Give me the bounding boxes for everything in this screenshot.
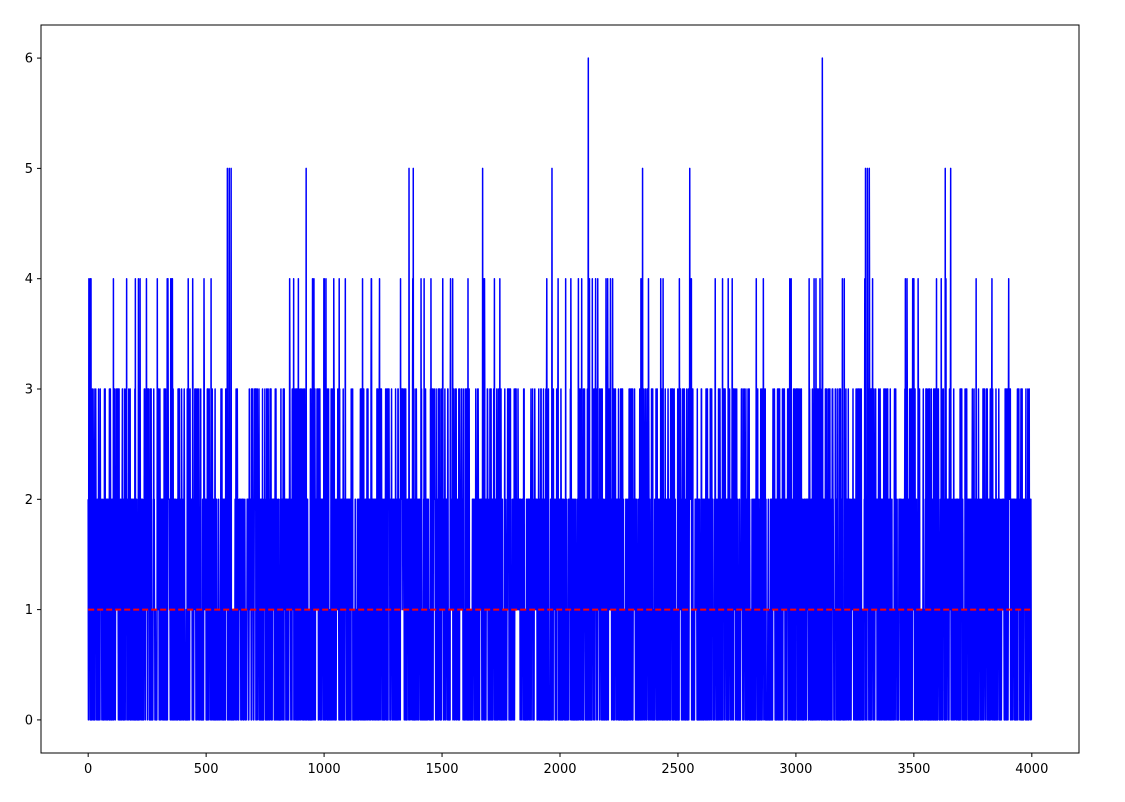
y-tick-label: 0 xyxy=(25,713,33,728)
x-tick-label: 0 xyxy=(84,762,92,777)
x-tick-label: 3000 xyxy=(779,762,812,777)
y-tick-label: 5 xyxy=(25,162,33,177)
y-tick-label: 3 xyxy=(25,383,33,398)
x-tick-label: 3500 xyxy=(897,762,930,777)
x-axis: 0 500 1000 1500 2000 2500 3000 3500 4000 xyxy=(84,753,1048,777)
x-tick-label: 1500 xyxy=(425,762,458,777)
x-tick-label: 1000 xyxy=(308,762,341,777)
y-tick-label: 6 xyxy=(25,52,33,67)
y-tick-label: 4 xyxy=(25,272,33,287)
x-tick-label: 2500 xyxy=(661,762,694,777)
data-layer xyxy=(87,57,1033,721)
x-tick-label: 4000 xyxy=(1015,762,1048,777)
x-tick-label: 2000 xyxy=(543,762,576,777)
x-tick-label: 500 xyxy=(194,762,219,777)
y-tick-label: 1 xyxy=(25,603,33,618)
y-tick-label: 2 xyxy=(25,493,33,508)
y-axis: 0 1 2 3 4 5 6 xyxy=(25,52,41,728)
